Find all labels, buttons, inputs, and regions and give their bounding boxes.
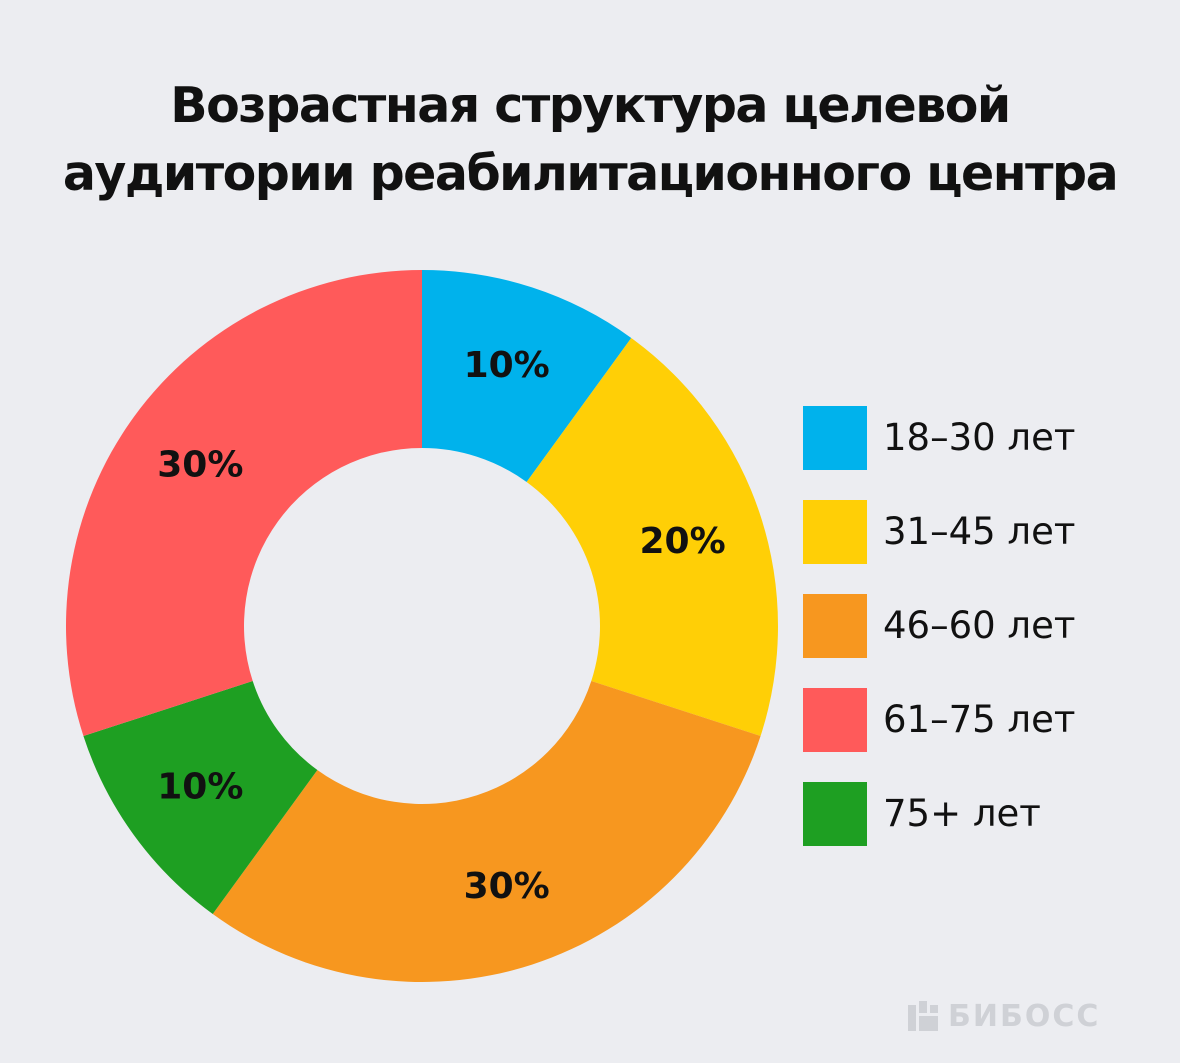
donut-slice-4	[83, 681, 318, 915]
donut-slice-label-4: 10%	[157, 767, 243, 808]
watermark-text: БИБОСС	[948, 998, 1101, 1034]
legend-swatch	[803, 406, 867, 470]
legend-label: 31–45 лет	[883, 510, 1076, 553]
legend-swatch	[803, 782, 867, 846]
legend-label: 75+ лет	[883, 792, 1041, 835]
bibos-logo-icon	[908, 1001, 938, 1031]
chart-title-line-2: аудитории реабилитационного центра	[62, 145, 1119, 202]
donut-slice-label-3: 30%	[464, 866, 550, 907]
donut-slice-5	[65, 270, 423, 737]
donut-slice-label-2: 20%	[640, 521, 726, 562]
chart-title-line-1: Возрастная структура целевой	[170, 77, 1011, 134]
donut-slice-3	[212, 681, 761, 983]
legend-label: 61–75 лет	[883, 698, 1076, 741]
donut-slice-1	[422, 270, 632, 482]
legend-label: 18–30 лет	[883, 416, 1076, 459]
watermark: БИБОСС	[908, 998, 1100, 1034]
donut-slice-2	[526, 337, 778, 737]
chart-title: Возрастная структура целевой аудитории р…	[0, 72, 1180, 208]
legend-swatch	[803, 688, 867, 752]
legend-swatch	[803, 500, 867, 564]
legend-swatch	[803, 594, 867, 658]
donut-slice-label-1: 10%	[464, 345, 550, 386]
donut-slice-label-5: 30%	[157, 444, 243, 485]
legend-label: 46–60 лет	[883, 604, 1076, 647]
